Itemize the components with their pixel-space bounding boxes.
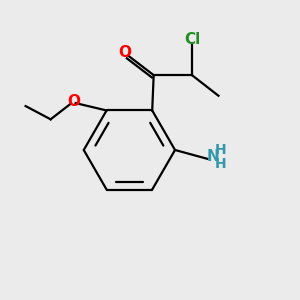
- Text: H: H: [215, 143, 226, 157]
- Text: O: O: [118, 45, 132, 60]
- Text: H: H: [215, 157, 226, 171]
- Text: O: O: [68, 94, 81, 110]
- Text: N: N: [206, 149, 219, 164]
- Text: Cl: Cl: [184, 32, 200, 47]
